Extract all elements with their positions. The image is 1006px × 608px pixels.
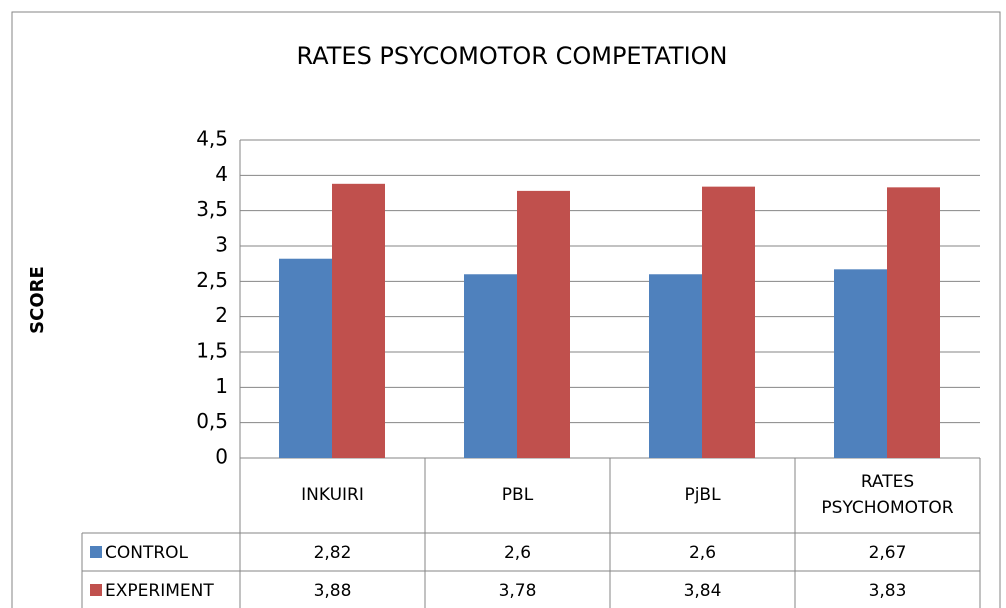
- bar: [887, 187, 940, 458]
- y-tick-label: 0,5: [196, 409, 228, 433]
- table-value: 2,6: [504, 543, 531, 563]
- x-tick-label: RATES PSYCHOMOTOR: [821, 472, 954, 518]
- bar: [279, 258, 332, 458]
- bar: [332, 183, 385, 458]
- y-tick-label: 4: [215, 162, 228, 186]
- table-value: 2,82: [314, 543, 352, 563]
- bar: [517, 190, 570, 458]
- x-tick-label: PjBL: [684, 484, 721, 505]
- table-value: 3,88: [314, 581, 352, 601]
- bar: [464, 274, 517, 458]
- legend-swatch: [90, 546, 102, 558]
- x-tick-label: INKUIRI: [301, 484, 364, 505]
- y-axis-label: SCORE: [27, 266, 48, 334]
- legend-label: CONTROL: [105, 543, 189, 563]
- chart-title: RATES PSYCOMOTOR COMPETATION: [296, 42, 727, 70]
- y-tick-label: 4,5: [196, 127, 228, 151]
- table-value: 3,83: [869, 581, 907, 601]
- y-tick-label: 3,5: [196, 197, 228, 221]
- bar: [834, 269, 887, 458]
- table-value: 2,6: [689, 543, 716, 563]
- table-value: 3,78: [499, 581, 537, 601]
- y-tick-label: 1: [215, 374, 228, 398]
- x-tick-label-box: INKUIRI: [301, 484, 364, 505]
- y-tick-label: 1,5: [196, 339, 228, 363]
- bar: [649, 274, 702, 458]
- legend-label: EXPERIMENT: [105, 581, 214, 601]
- x-tick-label-box: RATES PSYCHOMOTOR: [821, 472, 954, 518]
- table-value: 2,67: [869, 543, 907, 563]
- x-tick-label-box: PBL: [501, 484, 534, 505]
- table-value: 3,84: [684, 581, 722, 601]
- y-tick-label: 2,5: [196, 268, 228, 292]
- x-tick-label-box: PjBL: [684, 484, 721, 505]
- legend-swatch: [90, 584, 102, 596]
- y-tick-label: 2: [215, 303, 228, 327]
- y-tick-label: 0: [215, 445, 228, 469]
- bar: [702, 186, 755, 458]
- x-tick-label: PBL: [501, 484, 534, 505]
- y-tick-label: 3: [215, 233, 228, 257]
